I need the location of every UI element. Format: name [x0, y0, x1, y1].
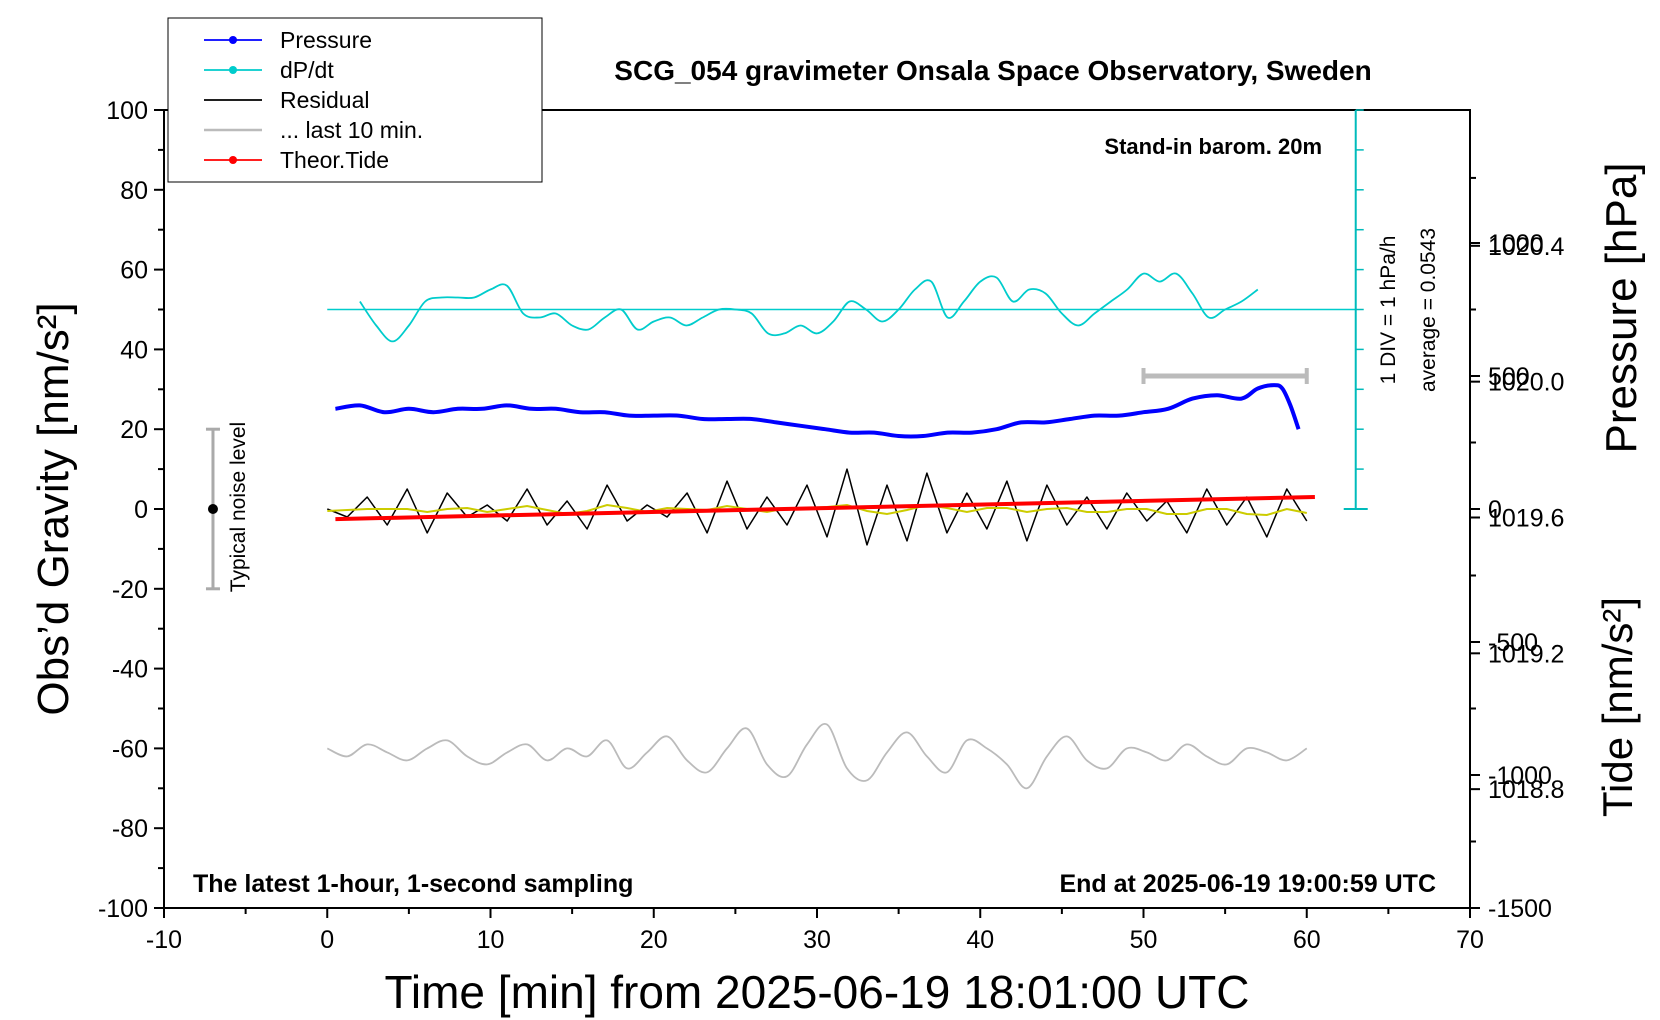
- y-tick-label: 100: [106, 97, 148, 125]
- y-tick-label: -60: [112, 735, 148, 763]
- legend-label: Pressure: [280, 27, 372, 53]
- noise-level-label: Typical noise level: [227, 422, 250, 592]
- y-tick-label: 0: [134, 496, 148, 524]
- legend: Pressure dP/dt Residual ... last 10 min. The…: [167, 17, 543, 183]
- dpdt-average-note: average = 0.0543: [1417, 228, 1440, 392]
- chart-title: SCG_054 gravimeter Onsala Space Observat…: [614, 55, 1371, 86]
- y-tick-label: -40: [112, 656, 148, 684]
- y-tick-label: -80: [112, 815, 148, 843]
- x-tick-label: 70: [1456, 926, 1484, 954]
- legend-label: dP/dt: [280, 57, 334, 83]
- pressure-tick-label: 1020.4: [1488, 233, 1565, 261]
- x-tick-label: 30: [803, 926, 831, 954]
- tide-tick-label: -500: [1488, 629, 1538, 657]
- x-tick-label: 40: [966, 926, 994, 954]
- x-tick-label: 20: [640, 926, 668, 954]
- legend-label: ... last 10 min.: [280, 117, 423, 143]
- x-axis-title: Time [min] from 2025-06-19 18:01:00 UTC: [385, 966, 1250, 1018]
- pressure-tick-label: 1019.6: [1488, 504, 1564, 532]
- legend-label: Residual: [280, 87, 370, 113]
- y-tick-label: 20: [120, 416, 148, 444]
- series-line-theor-tide: [335, 495, 1315, 522]
- dpdt-scale-note: 1 DIV = 1 hPa/h: [1377, 236, 1400, 385]
- pressure-tick-label: 1019.2: [1488, 640, 1564, 668]
- y-axis-title-pressure: Pressure [hPa]: [1597, 162, 1646, 453]
- legend-marker: [229, 66, 237, 74]
- bottom-left-note: The latest 1-hour, 1-second sampling: [193, 870, 633, 898]
- x-tick-label: 0: [320, 926, 334, 954]
- marks-layer: [205, 109, 1368, 790]
- y-axis-title-tide: Tide [nm/s²]: [1594, 597, 1641, 817]
- axes-layer: -10 0 10 20 30 40 50 60 70100806040200-20-40-60-…: [98, 97, 1565, 954]
- legend-label: Theor.Tide: [280, 147, 389, 173]
- pressure-tick-label: 1020.0: [1488, 369, 1564, 397]
- noise-bar-center-dot: [207, 504, 218, 514]
- tide-tick-label: 500: [1488, 363, 1530, 391]
- series-line-pressure: [335, 383, 1301, 439]
- tide-tick-label: 0: [1488, 496, 1502, 524]
- x-tick-label: 50: [1130, 926, 1158, 954]
- legend-marker: [229, 36, 237, 44]
- barometer-note: Stand-in barom. 20m: [1104, 134, 1322, 159]
- y-tick-label: 60: [120, 257, 148, 285]
- x-tick-label: 10: [477, 926, 505, 954]
- legend-marker: [229, 156, 237, 164]
- bottom-right-note: End at 2025-06-19 19:00:59 UTC: [1059, 870, 1436, 898]
- y-tick-label: 80: [120, 177, 148, 205]
- y-tick-label: -20: [112, 576, 148, 604]
- x-tick-label: -10: [146, 926, 182, 954]
- y-tick-label: 40: [120, 336, 148, 364]
- pressure-tick-label: 1018.8: [1488, 776, 1564, 804]
- series-line-last-10-min: [326, 722, 1308, 790]
- y-tick-label: -100: [98, 895, 148, 923]
- series-line-residual: [327, 468, 1308, 546]
- tide-tick-label: -1000: [1488, 762, 1552, 790]
- tide-tick-label: -1500: [1488, 895, 1552, 923]
- y-axis-title-left: Obs’d Gravity [nm/s²]: [29, 302, 78, 715]
- x-tick-label: 60: [1293, 926, 1321, 954]
- legend-items: Pressure dP/dt Residual ... last 10 min. The…: [204, 27, 423, 173]
- tide-tick-label: 1000: [1488, 230, 1544, 258]
- series-line-dp-dt: [359, 272, 1259, 343]
